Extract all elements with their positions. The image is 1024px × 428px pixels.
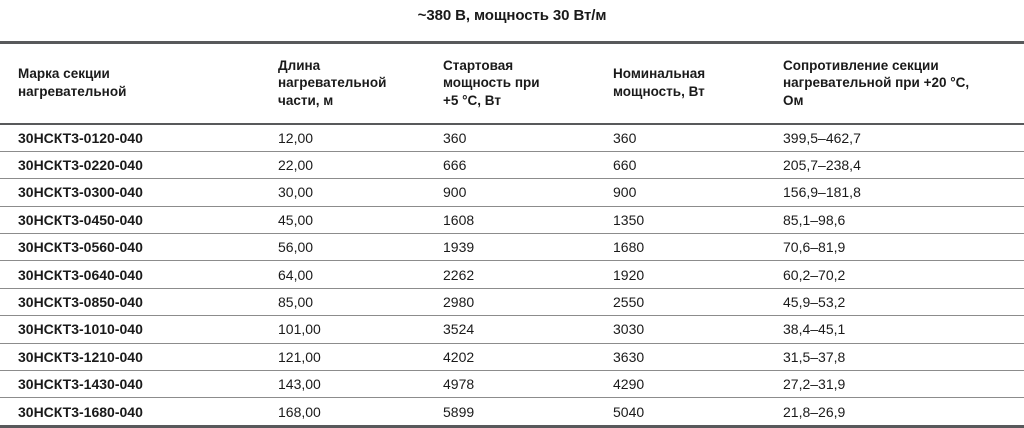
cell-length: 101,00	[278, 315, 443, 344]
cell-length: 64,00	[278, 260, 443, 289]
cell-resistance: 70,6–81,9	[783, 233, 1024, 262]
cell-model: 30НСКТ3-1210-040	[0, 343, 278, 372]
cell-resistance: 205,7–238,4	[783, 151, 1024, 180]
cell-startup-power: 1939	[443, 233, 613, 262]
table-row: 30НСКТ3-1680-040 168,00 5899 5040 21,8–26,9	[0, 397, 1024, 428]
table-header: Марка секции нагревательной Длина нагрев…	[0, 41, 1024, 125]
cell-model: 30НСКТ3-1680-040	[0, 397, 278, 428]
cell-resistance: 156,9–181,8	[783, 178, 1024, 207]
cell-model: 30НСКТ3-0850-040	[0, 288, 278, 317]
cell-startup-power: 360	[443, 123, 613, 152]
cell-length: 30,00	[278, 178, 443, 207]
table-row: 30НСКТ3-0300-040 30,00 900 900 156,9–181,8	[0, 178, 1024, 207]
cell-model: 30НСКТ3-0120-040	[0, 123, 278, 152]
cell-startup-power: 2980	[443, 288, 613, 317]
cell-startup-power: 2262	[443, 260, 613, 289]
cell-resistance: 31,5–37,8	[783, 343, 1024, 372]
column-header-startup-power: Стартовая мощность при +5 °C, Вт	[443, 41, 613, 125]
page-title: ~380 В, мощность 30 Вт/м	[417, 7, 607, 24]
column-header-resistance: Сопротивление секции нагревательной при …	[783, 41, 1024, 125]
table-row: 30НСКТ3-1430-040 143,00 4978 4290 27,2–31,9	[0, 370, 1024, 399]
cell-length: 56,00	[278, 233, 443, 262]
cell-length: 143,00	[278, 370, 443, 399]
cell-nominal-power: 4290	[613, 370, 783, 399]
column-header-length: Длина нагревательной части, м	[278, 41, 443, 125]
cell-nominal-power: 360	[613, 123, 783, 152]
table-row: 30НСКТ3-0220-040 22,00 666 660 205,7–238,4	[0, 151, 1024, 180]
cell-model: 30НСКТ3-0300-040	[0, 178, 278, 207]
cell-nominal-power: 5040	[613, 397, 783, 428]
cell-nominal-power: 660	[613, 151, 783, 180]
cell-nominal-power: 1920	[613, 260, 783, 289]
cell-resistance: 38,4–45,1	[783, 315, 1024, 344]
table-row: 30НСКТ3-1010-040 101,00 3524 3030 38,4–45,1	[0, 315, 1024, 344]
cell-model: 30НСКТ3-1010-040	[0, 315, 278, 344]
table-body: 30НСКТ3-0120-040 12,00 360 360 399,5–462,7 30…	[0, 123, 1024, 428]
cell-startup-power: 4202	[443, 343, 613, 372]
table-row: 30НСКТ3-0640-040 64,00 2262 1920 60,2–70,2	[0, 260, 1024, 289]
cell-length: 45,00	[278, 206, 443, 235]
table-row: 30НСКТ3-0450-040 45,00 1608 1350 85,1–98,6	[0, 206, 1024, 235]
cell-startup-power: 900	[443, 178, 613, 207]
table-row: 30НСКТ3-0850-040 85,00 2980 2550 45,9–53,2	[0, 288, 1024, 317]
cell-resistance: 85,1–98,6	[783, 206, 1024, 235]
cell-resistance: 27,2–31,9	[783, 370, 1024, 399]
cell-length: 168,00	[278, 397, 443, 428]
column-header-nominal-power: Номинальная мощность, Вт	[613, 41, 783, 125]
cell-startup-power: 5899	[443, 397, 613, 428]
table-row: 30НСКТ3-0120-040 12,00 360 360 399,5–462,7	[0, 123, 1024, 152]
cell-startup-power: 4978	[443, 370, 613, 399]
cell-startup-power: 3524	[443, 315, 613, 344]
cell-model: 30НСКТ3-1430-040	[0, 370, 278, 399]
column-header-model: Марка секции нагревательной	[0, 41, 278, 125]
cell-model: 30НСКТ3-0220-040	[0, 151, 278, 180]
cell-length: 85,00	[278, 288, 443, 317]
cell-startup-power: 1608	[443, 206, 613, 235]
cell-model: 30НСКТ3-0560-040	[0, 233, 278, 262]
table-header-row: Марка секции нагревательной Длина нагрев…	[0, 41, 1024, 125]
cell-resistance: 399,5–462,7	[783, 123, 1024, 152]
table-row: 30НСКТ3-1210-040 121,00 4202 3630 31,5–37,8	[0, 343, 1024, 372]
cell-length: 22,00	[278, 151, 443, 180]
cell-startup-power: 666	[443, 151, 613, 180]
cell-model: 30НСКТ3-0450-040	[0, 206, 278, 235]
cell-nominal-power: 2550	[613, 288, 783, 317]
heating-section-spec-table: Марка секции нагревательной Длина нагрев…	[0, 41, 1024, 428]
cell-length: 121,00	[278, 343, 443, 372]
cell-nominal-power: 1350	[613, 206, 783, 235]
table-row: 30НСКТ3-0560-040 56,00 1939 1680 70,6–81,9	[0, 233, 1024, 262]
cell-nominal-power: 1680	[613, 233, 783, 262]
cell-nominal-power: 3630	[613, 343, 783, 372]
cell-resistance: 45,9–53,2	[783, 288, 1024, 317]
cell-nominal-power: 900	[613, 178, 783, 207]
cell-resistance: 60,2–70,2	[783, 260, 1024, 289]
cell-length: 12,00	[278, 123, 443, 152]
cell-nominal-power: 3030	[613, 315, 783, 344]
cell-model: 30НСКТ3-0640-040	[0, 260, 278, 289]
cell-resistance: 21,8–26,9	[783, 397, 1024, 428]
